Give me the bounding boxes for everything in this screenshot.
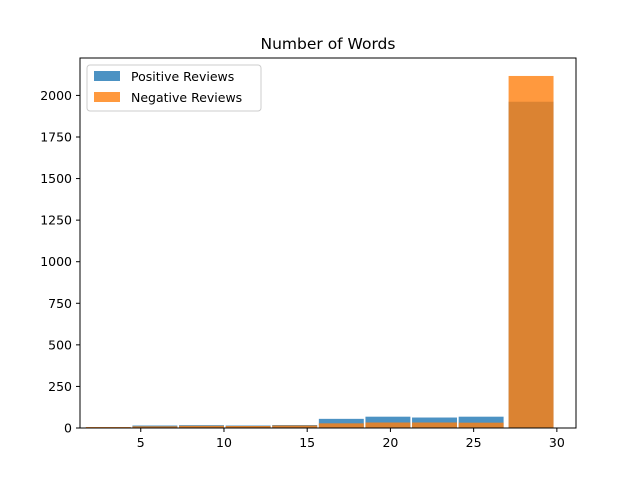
y-tick-label: 1000 <box>40 254 72 269</box>
y-tick-label: 1750 <box>40 129 72 144</box>
y-axis: 0 250 500 750 1000 1250 1500 1750 2000 <box>40 88 80 436</box>
y-tick-label: 2000 <box>40 88 72 103</box>
bar-negative-6 <box>318 423 364 428</box>
bar-negative-7 <box>365 422 411 428</box>
x-tick-label: 10 <box>216 435 232 450</box>
bars-group <box>85 75 554 429</box>
legend: Positive Reviews Negative Reviews <box>86 64 262 112</box>
y-tick-label: 1250 <box>40 213 72 228</box>
bar-positive-7 <box>365 416 411 428</box>
x-tick-label: 30 <box>549 435 565 450</box>
x-tick-label: 15 <box>299 435 315 450</box>
bar-negative-8 <box>412 422 457 428</box>
bar-positive-9 <box>458 416 504 428</box>
y-tick-label: 500 <box>48 337 72 352</box>
x-tick-label: 5 <box>137 435 145 450</box>
x-tick-label: 25 <box>466 435 482 450</box>
bar-negative-9 <box>458 422 504 428</box>
y-tick-label: 750 <box>48 296 72 311</box>
legend-swatch-positive <box>94 71 120 81</box>
x-axis: 5 10 15 20 25 30 <box>137 428 565 450</box>
bar-negative-4 <box>225 426 271 428</box>
plot-area-frame <box>79 57 577 429</box>
bar-negative-3 <box>179 425 224 428</box>
x-tick-label: 20 <box>382 435 398 450</box>
chart-title: Number of Words <box>261 35 396 53</box>
legend-label-negative: Negative Reviews <box>131 90 242 105</box>
y-tick-label: 250 <box>48 379 72 394</box>
bar-negative-5 <box>272 425 318 428</box>
legend-box <box>86 64 262 112</box>
bar-negative-10 <box>508 75 554 429</box>
y-tick-label: 1500 <box>40 171 72 186</box>
y-tick-label: 0 <box>64 421 72 436</box>
legend-swatch-negative <box>94 92 120 102</box>
bar-negative-2 <box>132 426 178 428</box>
legend-label-positive: Positive Reviews <box>131 69 234 84</box>
